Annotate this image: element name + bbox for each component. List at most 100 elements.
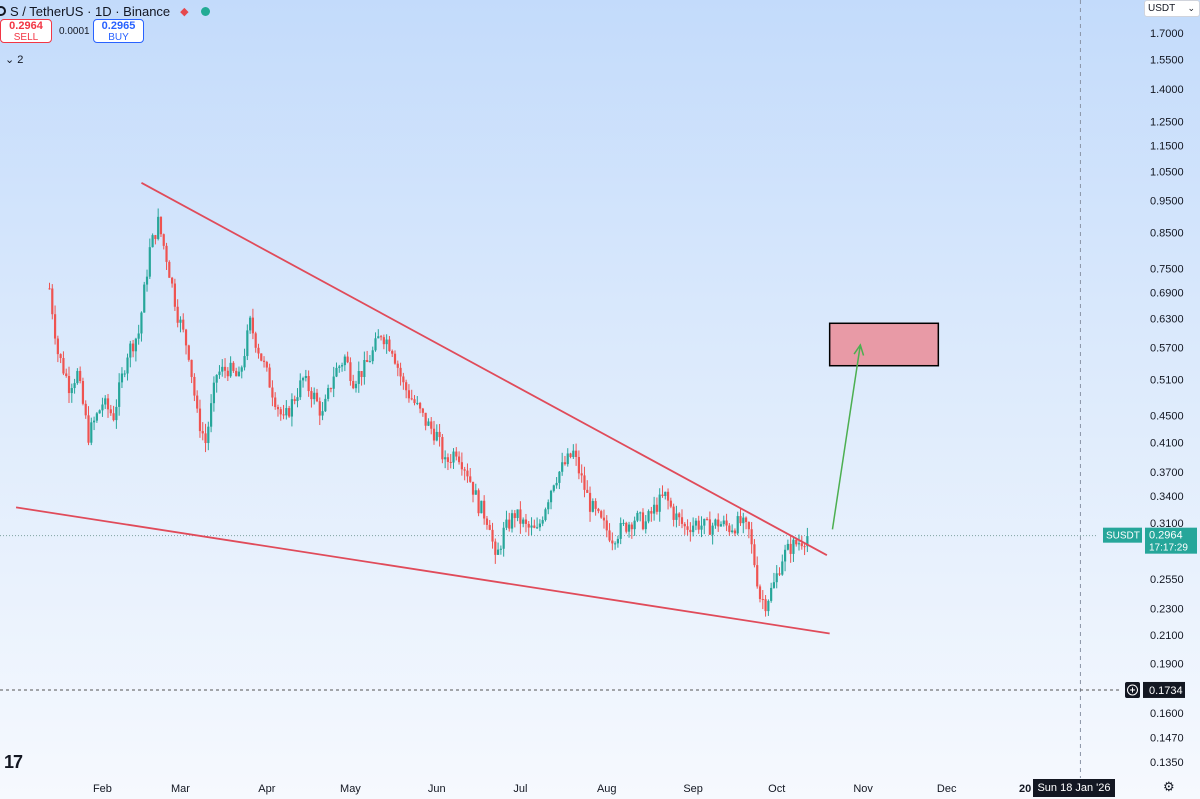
- candle: [388, 336, 391, 352]
- candle: [98, 409, 101, 414]
- candle: [73, 378, 76, 394]
- candle-body: [614, 543, 617, 545]
- candle-body: [650, 511, 653, 514]
- candle: [463, 466, 466, 481]
- candle: [692, 517, 695, 537]
- candle: [162, 233, 165, 250]
- indicators-toggle[interactable]: ⌄ 2: [5, 53, 23, 66]
- candle-body: [115, 406, 118, 421]
- candle-body: [683, 523, 686, 527]
- candle: [770, 582, 773, 603]
- candle-body: [580, 473, 583, 476]
- candle-body: [750, 529, 753, 545]
- currency-label: USDT: [1148, 3, 1176, 14]
- candle: [742, 512, 745, 534]
- candle: [600, 509, 603, 519]
- candle-body: [781, 561, 784, 575]
- candle: [541, 516, 544, 527]
- candle: [544, 507, 547, 522]
- candle-body: [90, 422, 93, 443]
- crosshair-price-bg: [1143, 681, 1185, 698]
- candle-body: [700, 525, 703, 530]
- candle-body: [797, 543, 801, 545]
- candle-body: [343, 356, 346, 366]
- candle-body: [597, 508, 600, 512]
- candle-body: [770, 587, 773, 601]
- candle: [393, 350, 397, 365]
- price-tick-label: 0.2100: [1150, 630, 1184, 642]
- candle: [753, 539, 756, 568]
- candle: [51, 284, 54, 320]
- candle: [505, 510, 508, 531]
- candle: [689, 522, 692, 542]
- candle: [622, 519, 625, 526]
- candle: [235, 367, 238, 377]
- candle-body: [134, 338, 137, 352]
- candle: [625, 521, 628, 534]
- candle: [354, 380, 358, 393]
- symbol-title[interactable]: S / TetherUS · 1D · Binance: [10, 3, 171, 19]
- buy-label: BUY: [108, 32, 129, 43]
- candle-body: [719, 524, 723, 527]
- candle-body: [666, 491, 670, 501]
- price-tick-label: 0.4100: [1150, 437, 1184, 449]
- candle: [580, 464, 583, 483]
- candle: [611, 532, 614, 551]
- candle: [279, 406, 282, 421]
- candle-body: [377, 336, 380, 339]
- candle-body: [368, 361, 372, 363]
- candle-body: [588, 492, 592, 512]
- candle-body: [466, 470, 469, 477]
- candle: [265, 360, 268, 372]
- candle: [137, 324, 140, 345]
- candle: [201, 422, 204, 441]
- candle: [159, 216, 163, 238]
- candle-body: [151, 235, 154, 248]
- candle-body: [761, 599, 764, 601]
- candle-body: [711, 525, 714, 535]
- candle: [639, 511, 642, 522]
- candle: [154, 234, 157, 245]
- gear-icon[interactable]: ⚙: [1163, 779, 1175, 794]
- candle-body: [488, 524, 491, 530]
- currency-select[interactable]: USDT ⌄: [1144, 0, 1200, 17]
- candle-body: [145, 276, 149, 285]
- candle: [588, 486, 592, 522]
- candle-body: [533, 525, 536, 528]
- candle-body: [764, 599, 767, 612]
- candle-body: [73, 383, 76, 389]
- candle: [81, 377, 85, 406]
- candle: [413, 395, 416, 406]
- candle-body: [56, 338, 59, 355]
- candle-body: [563, 462, 567, 465]
- candle-body: [405, 382, 408, 391]
- candle-body: [62, 358, 65, 374]
- candle: [650, 506, 653, 522]
- candle: [151, 233, 154, 248]
- chevron-down-icon: ⌄: [1187, 3, 1195, 13]
- sell-button[interactable]: 0.2964 SELL: [0, 19, 52, 43]
- candle: [664, 491, 667, 500]
- candle: [510, 509, 514, 533]
- candle: [53, 305, 57, 345]
- candle: [792, 535, 795, 562]
- candle-body: [109, 409, 112, 414]
- candle-body: [591, 501, 594, 512]
- candle-body: [569, 453, 572, 458]
- candle-body: [196, 395, 199, 409]
- candle: [371, 346, 374, 365]
- candle: [332, 366, 335, 398]
- buy-button[interactable]: 0.2965 BUY: [93, 19, 144, 43]
- candle: [800, 535, 803, 550]
- tradingview-logo: 17: [4, 752, 23, 772]
- candle: [95, 411, 98, 423]
- candle: [237, 366, 241, 377]
- candle-body: [187, 345, 190, 360]
- candle: [318, 397, 321, 426]
- price-tick-label: 0.5100: [1150, 374, 1184, 386]
- candle-body: [775, 573, 778, 583]
- candle-body: [728, 525, 731, 533]
